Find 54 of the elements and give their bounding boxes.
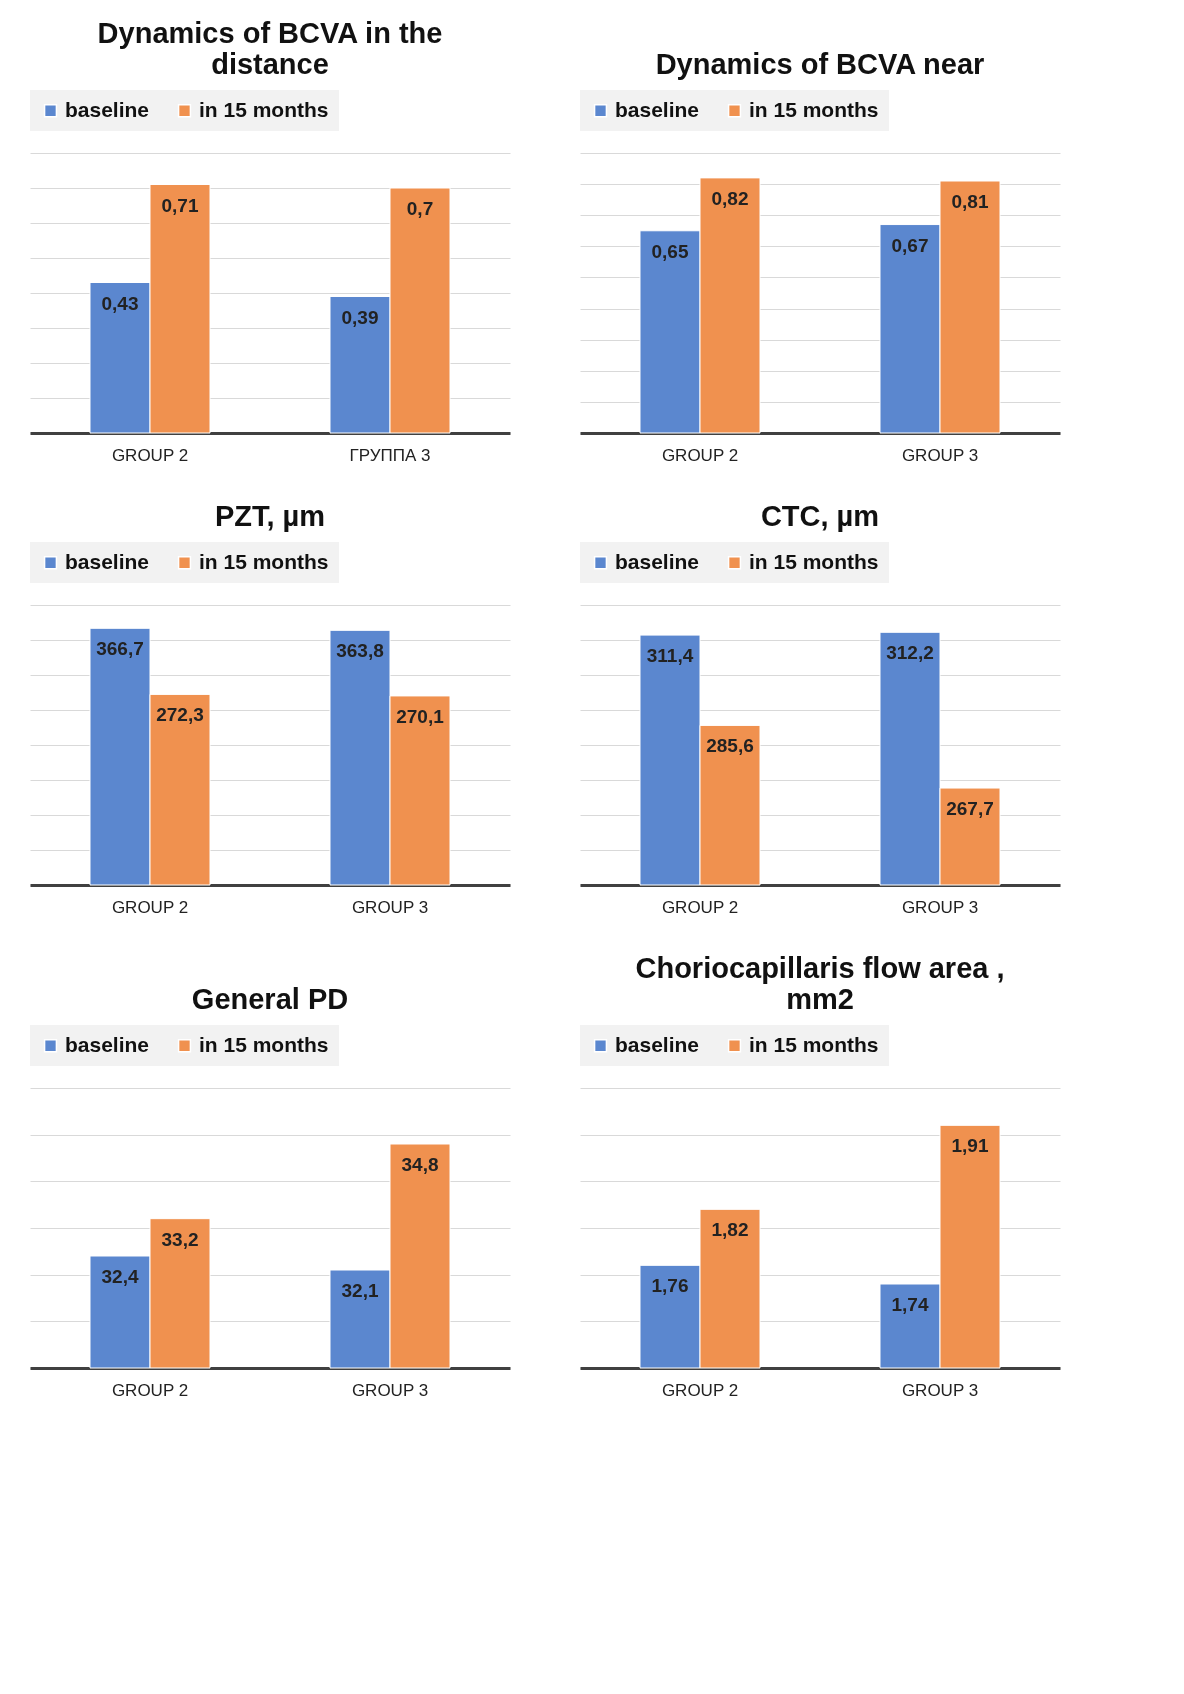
data-label: 1,76	[651, 1275, 689, 1297]
data-label: 270,1	[396, 705, 445, 727]
x-tick-label: GROUP 2	[111, 1380, 189, 1400]
data-label: 1,82	[711, 1219, 749, 1241]
legend-label: in 15 months	[199, 1032, 329, 1056]
data-label: 0,43	[101, 292, 139, 314]
data-label: 312,2	[886, 642, 934, 664]
x-tick-label: GROUP 2	[111, 445, 189, 465]
x-tick-label: GROUP 3	[901, 445, 979, 465]
legend-label: in 15 months	[199, 97, 329, 121]
data-label: 0,65	[651, 240, 689, 262]
data-label: 0,82	[711, 187, 749, 209]
legend-label: baseline	[615, 549, 700, 573]
chart-title: PZT, µm	[214, 500, 326, 532]
chart-title: Dynamics of BCVA in the distance	[97, 17, 443, 80]
legend-label: baseline	[65, 97, 150, 121]
x-tick-label: GROUP 2	[111, 897, 189, 917]
x-tick-label: GROUP 2	[661, 897, 739, 917]
data-label: 34,8	[401, 1154, 439, 1175]
legend-label: in 15 months	[199, 549, 329, 573]
data-label: 1,74	[891, 1294, 929, 1315]
chart-title: Choriocapillaris flow area , mm2	[635, 952, 1005, 1015]
legend-label: baseline	[615, 1032, 700, 1056]
x-tick-label: GROUP 3	[901, 897, 979, 917]
data-label: 0,67	[891, 234, 929, 256]
x-tick-label: GROUP 2	[661, 1380, 739, 1400]
legend-label: in 15 months	[749, 97, 879, 121]
data-label: 0,39	[341, 306, 379, 328]
chart-title: Dynamics of BCVA near	[655, 48, 985, 80]
data-label: 311,4	[646, 645, 694, 667]
x-tick-label: GROUP 3	[351, 897, 429, 917]
x-tick-label: GROUP 2	[661, 445, 739, 465]
data-label: 0,7	[406, 198, 434, 219]
data-label: 0,81	[951, 191, 989, 212]
data-label: 285,6	[706, 735, 754, 757]
data-label: 33,2	[161, 1228, 199, 1250]
legend-label: in 15 months	[749, 549, 879, 573]
x-tick-label: GROUP 3	[901, 1380, 979, 1400]
data-label: 32,4	[101, 1266, 139, 1287]
data-label: 272,3	[156, 704, 204, 726]
data-label: 1,91	[951, 1135, 989, 1157]
chart-title: General PD	[191, 983, 349, 1015]
data-label: 267,7	[946, 798, 994, 820]
data-label: 366,7	[96, 638, 144, 660]
x-tick-label: GROUP 3	[351, 1380, 429, 1400]
data-label: 0,71	[161, 194, 199, 216]
data-label: 363,8	[336, 640, 384, 662]
legend-label: in 15 months	[749, 1032, 879, 1056]
legend-label: baseline	[615, 97, 700, 121]
legend-label: baseline	[65, 1032, 150, 1056]
chart-title: CTC, µm	[760, 500, 880, 532]
legend-label: baseline	[65, 549, 150, 573]
data-label: 32,1	[341, 1280, 379, 1301]
x-tick-label: ГРУППА 3	[349, 445, 431, 465]
